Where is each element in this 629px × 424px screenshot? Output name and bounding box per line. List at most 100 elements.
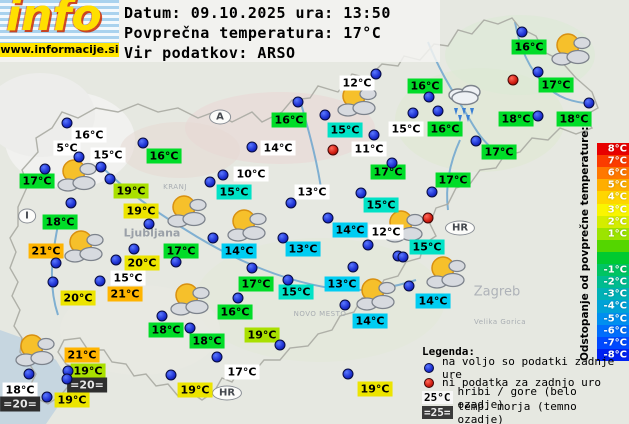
station-blue-dot [432,105,444,117]
station-temp-label: 13°C [285,241,321,257]
station-blue-dot [246,262,258,274]
scale-band: 5°C [597,179,629,192]
scale-band-label: -4°C [603,300,627,312]
legend-sea-sample: =25= [422,406,453,419]
scale-band: 4°C [597,191,629,204]
station-temp-label: =20= [0,396,40,412]
station-temp-label: 21°C [64,347,100,363]
station-temp-label: 18°C [556,111,592,127]
scale-band [597,239,629,252]
scale-band: 3°C [597,203,629,216]
scale-band: 7°C [597,155,629,168]
station-temp-label: 15°C [363,197,399,213]
station-temp-label: 15°C [327,122,363,138]
station-temp-label: 17°C [19,173,55,189]
scale-band: 2°C [597,215,629,228]
station-blue-dot [532,110,544,122]
station-temp-label: 15°C [409,239,445,255]
station-temp-label: 14°C [221,243,257,259]
station-temp-label: 10°C [233,166,269,182]
site-logo-url[interactable]: www.informacije.si [0,43,119,57]
station-temp-label: 18°C [148,322,184,338]
station-temp-label: 18°C [42,214,78,230]
station-temp-label: 12°C [368,224,404,240]
station-blue-dot [368,129,380,141]
site-logo[interactable]: info www.informacije.si [0,0,119,57]
scale-band-label: 8°C [607,143,627,155]
station-blue-dot [41,391,53,403]
station-blue-dot [73,151,85,163]
legend-item-text: na voljo so podatki zadnje ure [442,354,615,381]
station-blue-dot [170,256,182,268]
scale-band-label: 2°C [607,216,627,228]
scale-band-label: -2°C [603,276,627,288]
station-temp-label: 15°C [388,121,424,137]
scale-band: -2°C [597,276,629,289]
scale-band: 8°C [597,143,629,156]
station-blue-dot [165,369,177,381]
station-blue-dot [292,96,304,108]
scale-band-label: 6°C [607,167,627,179]
station-temp-label: 17°C [435,172,471,188]
station-blue-dot [355,187,367,199]
legend-item: =25= temp. morja (temno ozadje) [422,400,629,424]
station-blue-dot [322,212,334,224]
station-temp-label: 17°C [224,364,260,380]
header-source-line: Vir podatkov: ARSO [124,44,296,62]
station-blue-dot [423,91,435,103]
scale-band: -5°C [597,312,629,325]
station-blue-dot [470,135,482,147]
station-temp-label: 16°C [427,121,463,137]
station-temp-label: 16°C [511,39,547,55]
station-temp-label: 16°C [271,112,307,128]
station-blue-dot [217,169,229,181]
station-red-dot [327,144,339,156]
station-blue-dot [207,232,219,244]
station-blue-dot [211,351,223,363]
station-temp-label: 18°C [498,111,534,127]
station-blue-dot [110,254,122,266]
road-sign: HR [211,385,243,401]
station-red-dot [507,74,519,86]
station-blue-dot [362,239,374,251]
station-blue-dot [204,176,216,188]
station-temp-label: 14°C [415,293,451,309]
station-temp-label: 19°C [54,392,90,408]
station-blue-dot [128,243,140,255]
station-temp-label: 17°C [370,164,406,180]
temperature-deviation-scale: 8°C 7°C 6°C 5°C 4°C 3°C 2°C 1°C -1°C -2°C -3°C -4°C… [597,143,629,361]
station-blue-dot [583,97,595,109]
station-temp-label: 21°C [107,286,143,302]
station-blue-dot [232,292,244,304]
station-blue-dot [274,339,286,351]
station-blue-dot [65,197,77,209]
map-legend: Legenda: na voljo so podatki zadnje ure n… [422,345,629,424]
legend-mountain-sample: 25°C [422,391,453,404]
station-blue-dot [61,373,73,385]
station-blue-dot [184,322,196,334]
legend-item: na voljo so podatki zadnje ure [422,355,629,381]
station-temp-label: 19°C [123,203,159,219]
station-temp-label: 18°C [2,382,38,398]
station-blue-dot [532,66,544,78]
road-sign: A [209,109,231,125]
station-temp-label: 20°C [60,290,96,306]
scale-band: -6°C [597,324,629,337]
station-blue-dot [94,275,106,287]
legend-item-text: ni podatka za zadnjo uro [442,376,601,389]
station-blue-dot [319,109,331,121]
station-temp-label: 18°C [189,333,225,349]
scale-band: -7°C [597,336,629,349]
scale-band-label: -5°C [603,313,627,325]
station-temp-label: 15°C [278,284,314,300]
scale-band-label: 4°C [607,191,627,203]
scale-band-label: -7°C [603,337,627,349]
station-blue-dot [39,163,51,175]
scale-band: -4°C [597,300,629,313]
scale-band-label: 3°C [607,204,627,216]
station-temp-label: 11°C [351,141,387,157]
scale-band-label: -1°C [603,264,627,276]
scale-band: -3°C [597,288,629,301]
header-avg-temp-line: Povprečna temperatura: 17°C [124,24,382,42]
